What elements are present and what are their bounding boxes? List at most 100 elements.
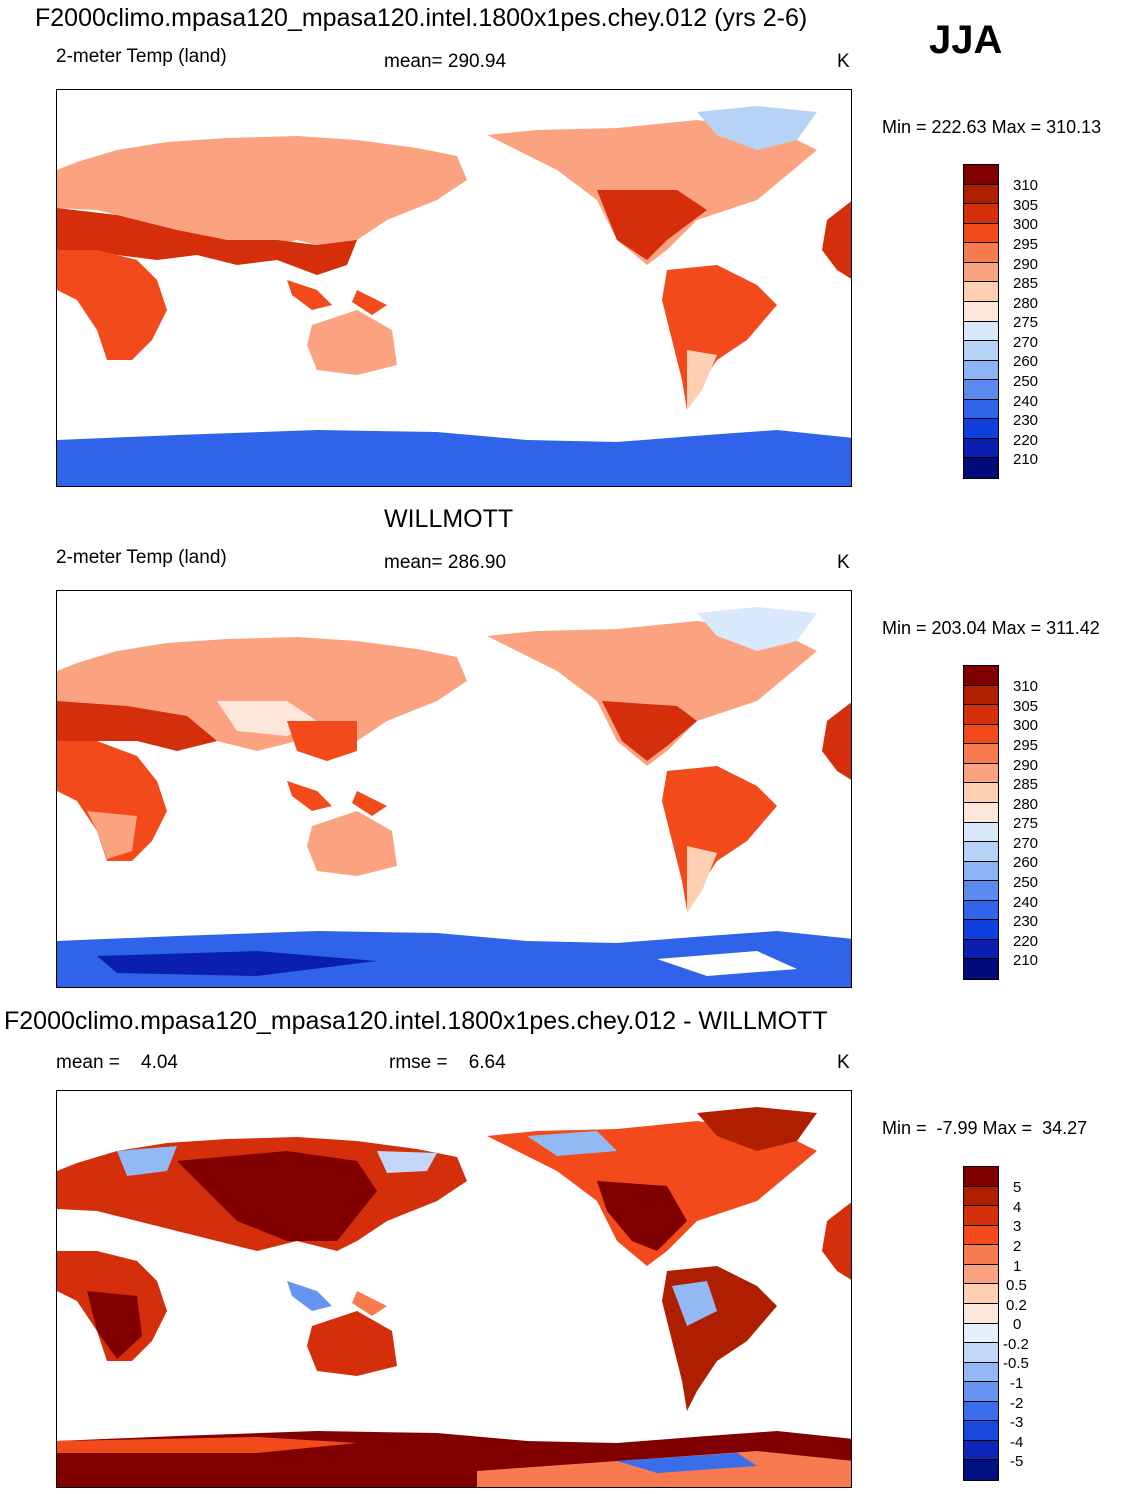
model-tick: 210: [1013, 451, 1039, 468]
model-tick: 230: [1013, 412, 1039, 429]
model-tick: 285: [1013, 275, 1039, 292]
model-tick: 290: [1013, 256, 1039, 273]
obs-tick: 230: [1013, 913, 1039, 930]
obs-swatch-1: [964, 685, 998, 706]
eurasia-region: [57, 136, 467, 250]
diff-swatch-8: [964, 1323, 998, 1344]
season-label: JJA: [929, 18, 1003, 62]
model-swatch-10: [964, 360, 998, 381]
panel-diff-units: K: [837, 1052, 850, 1073]
panel-diff-minmax: Min = -7.99 Max = 34.27: [882, 1118, 1088, 1138]
south-america-region: [662, 766, 777, 911]
obs-tick: 295: [1013, 737, 1039, 754]
panel-obs-minmax: Min = 203.04 Max = 311.42: [882, 618, 1100, 638]
obs-tick: 280: [1013, 796, 1039, 813]
australia-region: [307, 811, 397, 876]
diff-swatch-4: [964, 1245, 998, 1265]
obs-swatch-9: [964, 842, 998, 862]
greenland-region: [697, 106, 817, 150]
obs-tick: 260: [1013, 854, 1039, 871]
model-tick: 310: [1013, 177, 1039, 194]
diff-swatch-15: [964, 1460, 998, 1480]
panel-model-mean: mean= 290.94: [384, 51, 507, 72]
obs-swatch-0: [964, 666, 998, 686]
diff-swatch-3: [964, 1225, 998, 1246]
diff-tick: -5: [1010, 1453, 1024, 1470]
model-swatch-2: [964, 204, 998, 224]
model-swatch-15: [964, 458, 998, 478]
greenland-region: [697, 1107, 817, 1151]
obs-tick: 300: [1013, 717, 1039, 734]
panel-diff-mean: mean = 4.04: [56, 1052, 178, 1073]
diff-swatch-2: [964, 1206, 998, 1226]
model-swatch-4: [964, 243, 998, 263]
diff-tick: -1: [1010, 1375, 1024, 1392]
panel-model-colorbar: [963, 164, 999, 479]
panel-obs-variable: 2-meter Temp (land): [56, 547, 227, 568]
panel-diff-rmse: rmse = 6.64: [389, 1052, 506, 1073]
obs-tick: 305: [1013, 698, 1039, 715]
obs-swatch-6: [964, 783, 998, 803]
australia-region: [307, 1311, 397, 1376]
model-swatch-11: [964, 380, 998, 400]
diff-swatch-0: [964, 1167, 998, 1187]
panel-model-map: [56, 89, 852, 487]
diff-swatch-12: [964, 1401, 998, 1422]
australia-region: [307, 310, 397, 375]
panel-model-minmax: Min = 222.63 Max = 310.13: [882, 117, 1102, 137]
model-tick: 240: [1013, 393, 1039, 410]
obs-tick: 240: [1013, 894, 1039, 911]
diff-tick: -2: [1010, 1395, 1024, 1412]
obs-swatch-13: [964, 920, 998, 940]
diff-swatch-13: [964, 1421, 998, 1441]
model-tick: 305: [1013, 197, 1039, 214]
panel-obs-mean: mean= 286.90: [384, 552, 507, 573]
obs-swatch-10: [964, 861, 998, 882]
diff-swatch-11: [964, 1382, 998, 1402]
obs-swatch-12: [964, 900, 998, 921]
obs-swatch-7: [964, 802, 998, 823]
obs-swatch-3: [964, 724, 998, 745]
model-swatch-7: [964, 301, 998, 322]
obs-swatch-11: [964, 881, 998, 901]
africa-region: [57, 741, 167, 861]
diff-swatch-7: [964, 1303, 998, 1324]
model-tick: 250: [1013, 373, 1039, 390]
model-tick: 260: [1013, 353, 1039, 370]
obs-swatch-5: [964, 763, 998, 784]
model-swatch-13: [964, 419, 998, 439]
south-america-region: [662, 265, 777, 410]
diff-tick: -0.5: [1003, 1355, 1029, 1372]
obs-tick: 210: [1013, 952, 1039, 969]
diff-tick: 2: [1013, 1238, 1022, 1255]
diff-tick: 5: [1013, 1179, 1022, 1196]
obs-swatch-15: [964, 959, 998, 979]
north-america-region: [487, 621, 817, 766]
model-swatch-0: [964, 165, 998, 185]
diff-swatch-6: [964, 1284, 998, 1304]
greenland-region: [697, 607, 817, 651]
panel-obs-units: K: [837, 552, 850, 573]
obs-swatch-4: [964, 744, 998, 764]
panel-obs-title: WILLMOTT: [384, 505, 514, 533]
obs-swatch-2: [964, 705, 998, 725]
diff-tick: 0: [1013, 1316, 1022, 1333]
obs-tick: 285: [1013, 776, 1039, 793]
model-tick: 300: [1013, 216, 1039, 233]
diff-tick: 0.5: [1006, 1277, 1027, 1294]
diff-tick: 3: [1013, 1218, 1022, 1235]
diff-tick: 0.2: [1006, 1297, 1027, 1314]
model-swatch-12: [964, 399, 998, 420]
africa-region: [57, 250, 167, 360]
diff-swatch-1: [964, 1186, 998, 1207]
model-swatch-9: [964, 341, 998, 361]
model-tick: 295: [1013, 236, 1039, 253]
panel-model-units: K: [837, 51, 850, 72]
diff-tick: 4: [1013, 1199, 1022, 1216]
obs-tick: 220: [1013, 933, 1039, 950]
model-tick: 220: [1013, 432, 1039, 449]
model-tick: 280: [1013, 295, 1039, 312]
model-tick: 270: [1013, 334, 1039, 351]
panel-obs-map: [56, 590, 852, 988]
diff-swatch-5: [964, 1264, 998, 1285]
